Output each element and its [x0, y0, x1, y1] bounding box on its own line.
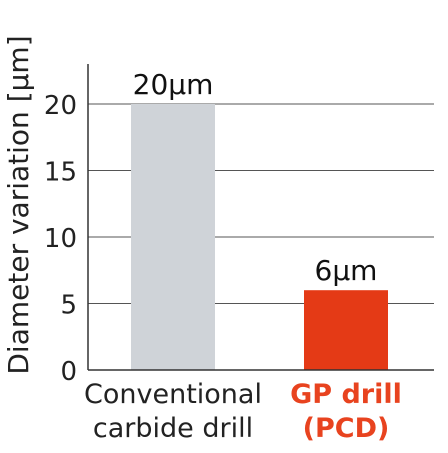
y-tick-label-0: 0 [60, 357, 77, 387]
bar-0 [131, 104, 215, 370]
x-category-label-1-1: (PCD) [303, 413, 390, 444]
data-label-0: 20μm [133, 68, 214, 101]
x-category-label-0-1: carbide drill [93, 413, 253, 444]
y-tick-label-10: 10 [44, 224, 77, 254]
y-tick-label-20: 20 [44, 91, 77, 121]
y-axis-title: Diameter variation [μm] [2, 35, 35, 374]
bar-1 [304, 290, 388, 370]
bars [131, 104, 388, 370]
x-category-label-0-0: Conventional [84, 379, 262, 410]
y-tick-label-15: 15 [44, 158, 77, 188]
x-category-label-1-0: GP drill [290, 379, 402, 410]
axes [87, 64, 434, 371]
data-label-1: 6μm [315, 254, 378, 287]
y-tick-label-5: 5 [60, 291, 77, 321]
